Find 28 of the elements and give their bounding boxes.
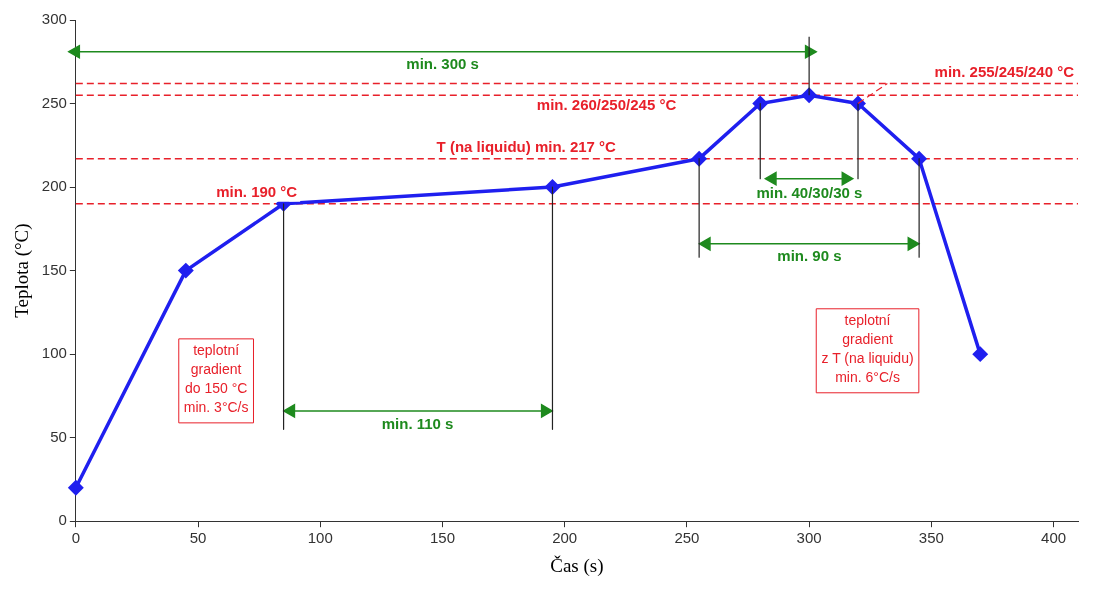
y-tick-label: 100 — [41, 344, 67, 362]
x-tick-label: 100 — [307, 529, 333, 547]
x-tick-label: 150 — [429, 529, 455, 547]
y-tick-label: 250 — [41, 93, 67, 111]
y-tick-label: 150 — [41, 260, 67, 278]
ref-line-label: min. 255/245/240 °C — [934, 63, 1075, 81]
annotation: teplotní gradient do 150 °C min. 3°C/s — [183, 341, 249, 415]
ref-line-label: min. 190 °C — [216, 183, 298, 201]
x-axis-title: Čas (s) — [550, 554, 604, 577]
annotation: min. 90 s — [777, 247, 842, 265]
annotation: teplotní gradient z T (na liquidu) min. 6°C/s — [821, 311, 914, 385]
annotation: min. 110 s — [381, 414, 454, 432]
y-tick-label: 200 — [41, 177, 67, 195]
x-tick-label: 50 — [189, 529, 207, 547]
y-tick-label: 0 — [58, 511, 67, 529]
x-tick-label: 250 — [674, 529, 700, 547]
annotation: min. 300 s — [406, 55, 479, 73]
y-axis-title: Teplota (°C) — [11, 223, 34, 318]
x-tick-label: 200 — [552, 529, 578, 547]
x-tick-label: 300 — [796, 529, 822, 547]
x-tick-label: 350 — [918, 529, 944, 547]
y-tick-label: 50 — [50, 427, 67, 445]
x-tick-label: 400 — [1041, 529, 1067, 547]
x-tick-label: 0 — [71, 529, 80, 547]
annotation: min. 40/30/30 s — [756, 184, 863, 202]
ref-line-label: T (na liquidu) min. 217 °C — [436, 138, 617, 156]
y-tick-label: 300 — [41, 10, 67, 28]
ref-line-label: min. 260/250/245 °C — [536, 95, 677, 113]
